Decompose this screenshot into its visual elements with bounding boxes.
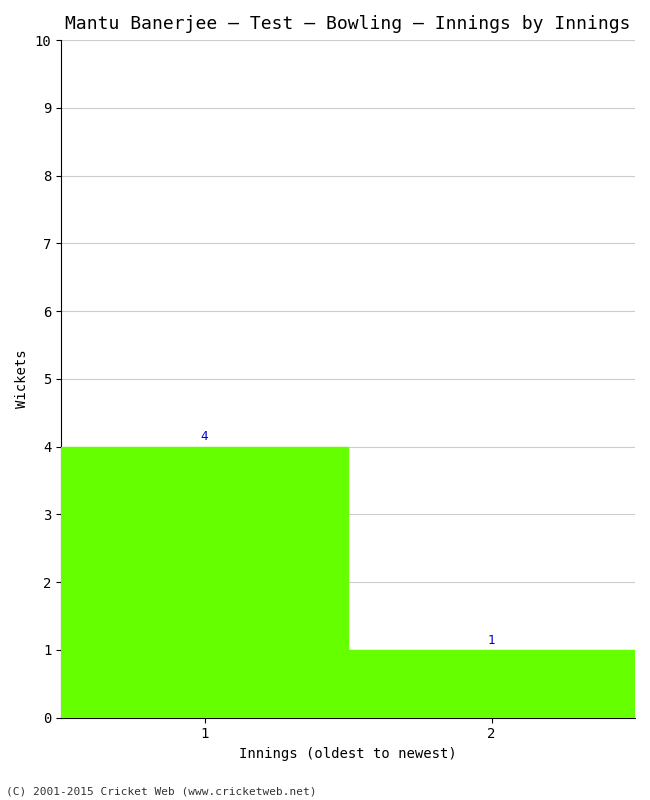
- Y-axis label: Wickets: Wickets: [15, 350, 29, 408]
- Title: Mantu Banerjee – Test – Bowling – Innings by Innings: Mantu Banerjee – Test – Bowling – Inning…: [65, 15, 630, 33]
- Text: 4: 4: [201, 430, 208, 443]
- Text: 1: 1: [488, 634, 495, 646]
- Text: (C) 2001-2015 Cricket Web (www.cricketweb.net): (C) 2001-2015 Cricket Web (www.cricketwe…: [6, 786, 317, 796]
- Bar: [348, 650, 635, 718]
- Bar: [61, 446, 348, 718]
- X-axis label: Innings (oldest to newest): Innings (oldest to newest): [239, 747, 457, 761]
